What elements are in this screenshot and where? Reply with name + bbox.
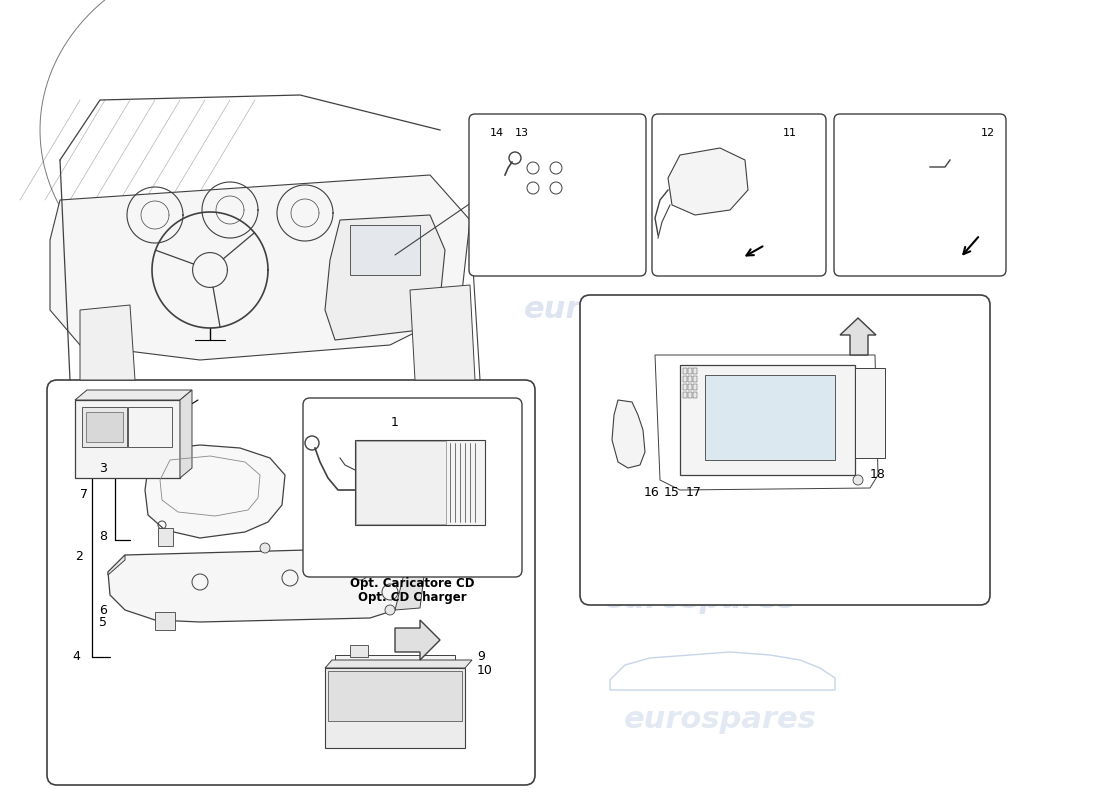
Bar: [350, 225, 420, 275]
Text: 4: 4: [73, 650, 80, 663]
Text: 6: 6: [99, 603, 107, 617]
Circle shape: [852, 475, 864, 485]
Text: 2: 2: [75, 550, 82, 563]
Bar: [350, 645, 368, 657]
Polygon shape: [612, 400, 645, 468]
Text: eurospares: eurospares: [103, 586, 296, 614]
Text: 16: 16: [645, 486, 660, 498]
Text: 9: 9: [477, 650, 485, 662]
Text: eurospares: eurospares: [524, 295, 716, 325]
Text: 11: 11: [783, 128, 798, 138]
Text: 15: 15: [664, 486, 680, 498]
Bar: [693, 392, 697, 398]
Bar: [878, 162, 903, 177]
Polygon shape: [145, 445, 285, 538]
Bar: [930, 162, 942, 172]
FancyBboxPatch shape: [47, 380, 535, 785]
Bar: [865, 158, 930, 198]
Bar: [75, 400, 180, 478]
Text: 3: 3: [99, 462, 107, 474]
Bar: [680, 365, 855, 475]
Text: 17: 17: [686, 486, 702, 498]
Polygon shape: [108, 555, 125, 575]
Polygon shape: [395, 620, 440, 660]
Bar: [82, 407, 126, 447]
Text: 7: 7: [80, 487, 88, 501]
Polygon shape: [80, 305, 135, 380]
Text: Opt. Caricatore CD: Opt. Caricatore CD: [350, 577, 474, 590]
Polygon shape: [668, 148, 748, 215]
Text: eurospares: eurospares: [604, 586, 796, 614]
Bar: [356, 441, 446, 524]
Text: 13: 13: [515, 128, 529, 138]
Polygon shape: [75, 390, 192, 400]
Bar: [683, 384, 688, 390]
FancyBboxPatch shape: [834, 114, 1006, 276]
Text: 10: 10: [477, 663, 493, 677]
Bar: [328, 671, 462, 721]
FancyBboxPatch shape: [652, 114, 826, 276]
Polygon shape: [395, 558, 425, 610]
Bar: [855, 368, 886, 458]
Polygon shape: [324, 215, 446, 340]
Bar: [158, 528, 173, 546]
Text: 12: 12: [981, 128, 996, 138]
Circle shape: [260, 543, 270, 553]
Bar: [693, 376, 697, 382]
Bar: [693, 384, 697, 390]
Text: 14: 14: [490, 128, 504, 138]
Text: 5: 5: [99, 615, 107, 629]
Text: 1: 1: [392, 417, 399, 430]
Text: eurospares: eurospares: [103, 295, 296, 325]
Polygon shape: [410, 285, 475, 380]
Bar: [355, 440, 485, 525]
Bar: [705, 375, 835, 460]
FancyBboxPatch shape: [469, 114, 646, 276]
FancyBboxPatch shape: [302, 398, 522, 577]
Bar: [324, 668, 465, 748]
Bar: [693, 368, 697, 374]
Bar: [688, 376, 692, 382]
Bar: [155, 612, 175, 630]
Text: Opt. CD Charger: Opt. CD Charger: [358, 590, 466, 603]
Text: eurospares: eurospares: [624, 706, 816, 734]
Polygon shape: [180, 390, 192, 478]
Bar: [683, 376, 688, 382]
Polygon shape: [50, 175, 470, 360]
Bar: [86, 412, 123, 442]
Text: 18: 18: [870, 469, 886, 482]
Polygon shape: [108, 548, 415, 622]
Bar: [683, 392, 688, 398]
Polygon shape: [324, 660, 472, 668]
Text: 8: 8: [99, 530, 107, 543]
Bar: [688, 368, 692, 374]
Bar: [128, 407, 172, 447]
FancyBboxPatch shape: [580, 295, 990, 605]
Polygon shape: [840, 318, 876, 355]
Circle shape: [385, 605, 395, 615]
Bar: [520, 155, 570, 203]
Bar: [688, 384, 692, 390]
Bar: [688, 392, 692, 398]
Bar: [336, 655, 455, 667]
Bar: [683, 368, 688, 374]
